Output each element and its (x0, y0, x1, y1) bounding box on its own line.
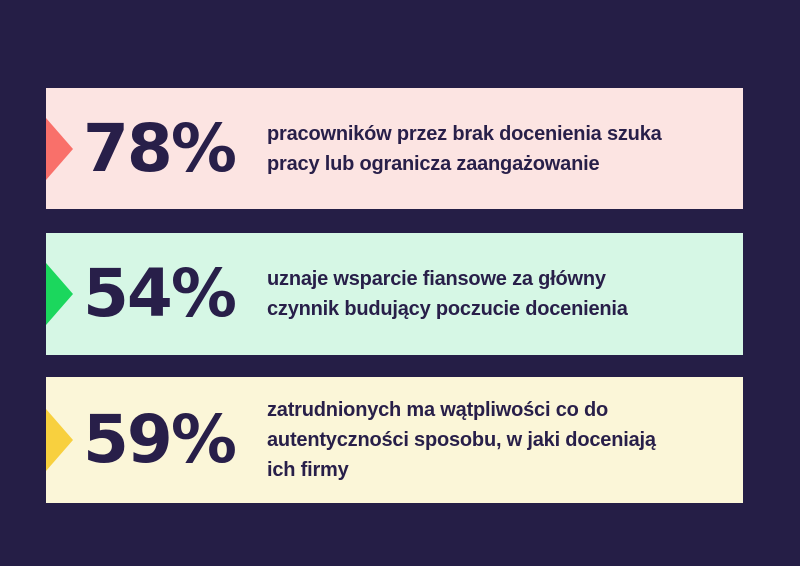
stat-description: zatrudnionych ma wątpliwości co do auten… (267, 399, 656, 481)
stat-card-78: 78% pracowników przez brak docenienia sz… (46, 88, 743, 209)
arrow-right-icon (46, 409, 73, 471)
stat-description: uznaje wsparcie fiansowe za główny czynn… (267, 268, 628, 320)
stat-description: pracowników przez brak docenienia szuka … (267, 122, 662, 175)
stat-card-content: 78% pracowników przez brak docenienia sz… (46, 88, 743, 209)
arrow-right-icon (46, 263, 73, 325)
stat-card-59: 59% zatrudnionych ma wątpliwości co do a… (46, 377, 743, 503)
stat-value: 54% (83, 255, 237, 332)
stat-card-54: 54% uznaje wsparcie fiansowe za główny c… (46, 233, 743, 355)
stat-value: 59% (83, 401, 237, 478)
stat-card-content: 54% uznaje wsparcie fiansowe za główny c… (46, 233, 743, 355)
stat-value: 78% (83, 109, 237, 187)
arrow-right-icon (46, 117, 73, 180)
stat-card-content: 59% zatrudnionych ma wątpliwości co do a… (46, 377, 743, 503)
